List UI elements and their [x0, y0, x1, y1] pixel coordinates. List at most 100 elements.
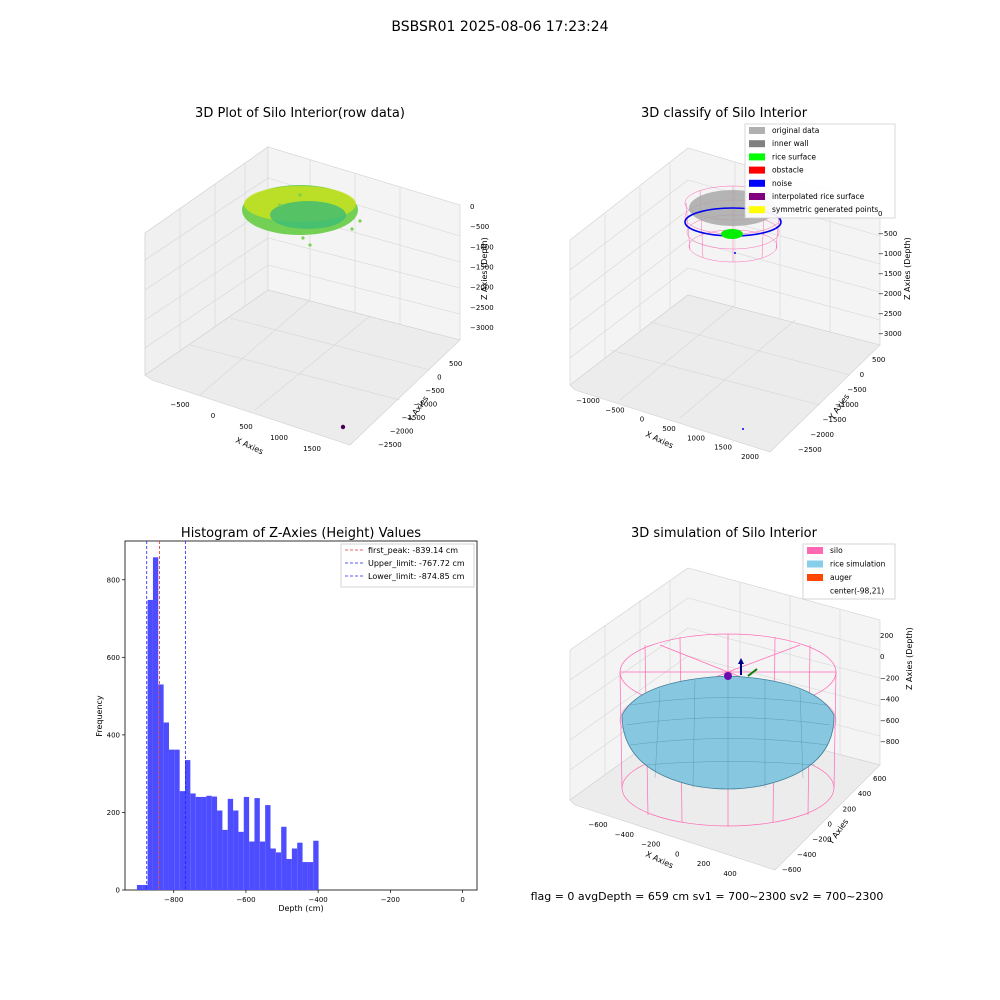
hist-bar	[185, 760, 191, 890]
classify-ytick-label: 0	[860, 371, 864, 379]
hist-bar	[217, 810, 223, 890]
hist-title: Histogram of Z-Axies (Height) Values	[181, 526, 421, 541]
sim-xtick-label: −600	[588, 821, 607, 829]
sim-ztick-label: 200	[880, 632, 893, 640]
raw-ztick-label: 0	[470, 203, 474, 211]
classify-ytick-label: −500	[847, 386, 866, 394]
hist-ytick-label: 800	[107, 576, 120, 584]
sim-ytick-label: 0	[828, 821, 832, 829]
classify-ztick-label: −1500	[878, 270, 902, 278]
classify-ztick-label: −500	[878, 230, 897, 238]
classify-ytick-label: −2500	[798, 446, 822, 454]
hist-bar	[201, 796, 207, 890]
hist-yticks: 0 200 400 600 800	[107, 576, 125, 895]
hist-legend-label: Lower_limit: -874.85 cm	[368, 572, 465, 581]
hist-bar	[233, 810, 239, 890]
hist-bar	[136, 884, 143, 890]
hist-bar	[179, 791, 186, 890]
hist-bar	[254, 798, 260, 890]
classify-ytick-label: −2000	[810, 431, 834, 439]
classify-legend-label: inner wall	[772, 139, 809, 148]
classify-xtick-label: −1000	[576, 397, 600, 405]
sim-zlabel: Z Axies (Depth)	[905, 627, 914, 690]
hist-legend-label: Upper_limit: -767.72 cm	[368, 559, 465, 568]
sim-ztick-label: −400	[880, 696, 899, 704]
sim-legend: silo rice simulation auger center(-98,21)	[802, 543, 896, 600]
hist-bar	[270, 848, 276, 890]
hist-xtick-label: −800	[164, 896, 183, 904]
sim-legend-swatch	[807, 547, 823, 554]
classify-legend-label: noise	[772, 179, 792, 188]
classify-xtick-label: 500	[662, 425, 675, 433]
sim-ztick-label: −200	[880, 674, 899, 682]
hist-bar	[152, 557, 159, 890]
panel-raw-3d: 3D Plot of Silo Interior(row data) −500 0…	[144, 106, 494, 456]
hist-xticks: −800 −600 −400 −200 0	[164, 890, 465, 904]
raw-xtick-label: 1500	[303, 445, 321, 453]
hist-bar	[142, 884, 148, 890]
classify-legend-swatch	[749, 166, 765, 174]
classify-legend-label: obstacle	[772, 166, 804, 175]
sim-ztick-label: 0	[880, 653, 884, 661]
classify-ytick-label: 500	[872, 356, 885, 364]
hist-xtick-label: 0	[460, 896, 464, 904]
figure-suptitle: BSBSR01 2025-08-06 17:23:24	[391, 19, 608, 35]
sim-legend-label: silo	[830, 546, 843, 555]
hist-xtick-label: −400	[309, 896, 328, 904]
hist-ytick-label: 0	[116, 887, 120, 895]
classify-legend-label: original data	[772, 126, 819, 135]
panel-histogram: Histogram of Z-Axies (Height) Values −80…	[95, 526, 478, 913]
sim-ztick-label: −800	[880, 738, 899, 746]
panel-classify-3d: 3D classify of Silo Interior	[569, 106, 912, 461]
raw-ytick-label: −1000	[414, 401, 438, 409]
hist-bar	[281, 826, 287, 890]
hist-ytick-label: 200	[107, 809, 120, 817]
hist-legend: first_peak: -839.14 cm Upper_limit: -767.…	[340, 543, 475, 588]
classify-xtick-label: 1500	[714, 444, 732, 452]
panel-raw-title: 3D Plot of Silo Interior(row data)	[195, 106, 405, 121]
hist-bar	[190, 793, 196, 890]
raw-ztick-label: −2000	[470, 284, 494, 292]
raw-ztick-label: −2500	[470, 304, 494, 312]
classify-ztick-label: 0	[878, 210, 882, 218]
classify-rice-surface	[721, 229, 743, 239]
raw-ztick-label: −3000	[470, 324, 494, 332]
hist-bar	[259, 841, 266, 890]
classify-legend-label: interpolated rice surface	[772, 192, 865, 201]
hist-bar	[206, 795, 212, 890]
hist-bar	[211, 796, 218, 890]
sim-legend-label: auger	[830, 573, 853, 582]
classify-ztick-label: −1000	[878, 250, 902, 258]
raw-ztick-label: −1500	[470, 264, 494, 272]
classify-xtick-label: 2000	[741, 453, 759, 461]
raw-ytick-label: 0	[437, 374, 441, 382]
raw-xtick-label: −500	[170, 401, 189, 409]
sim-ytick-label: −400	[797, 851, 816, 859]
hist-bar	[307, 862, 314, 890]
panel-simulation-3d: 3D simulation of Silo Interior	[569, 526, 914, 878]
raw-ytick-label: −2500	[378, 441, 402, 449]
sim-legend-swatch	[807, 574, 823, 581]
classify-xtick-label: 1000	[687, 434, 705, 442]
hist-bar	[168, 749, 175, 890]
sim-title: 3D simulation of Silo Interior	[631, 526, 818, 541]
classify-legend-swatch	[749, 206, 765, 214]
classify-legend-swatch	[749, 153, 765, 161]
sim-ytick-label: 400	[858, 790, 871, 798]
sim-xtick-label: 400	[723, 870, 736, 878]
hist-ylabel: Frequency	[95, 695, 104, 737]
hist-bar	[275, 852, 282, 890]
hist-bar	[238, 831, 244, 890]
hist-xtick-label: −600	[236, 896, 255, 904]
sim-xtick-label: 0	[675, 850, 679, 858]
hist-ytick-label: 600	[107, 654, 120, 662]
classify-zlabel: Z Axies (Depth)	[903, 237, 912, 300]
hist-bar	[163, 722, 169, 890]
sim-xtick-label: −400	[615, 831, 634, 839]
sim-ytick-label: 600	[873, 775, 886, 783]
sim-legend-swatch	[807, 560, 823, 568]
raw-ztick-label: −500	[470, 223, 489, 231]
hist-legend-label: first_peak: -839.14 cm	[368, 546, 458, 555]
hist-bar	[297, 842, 303, 890]
